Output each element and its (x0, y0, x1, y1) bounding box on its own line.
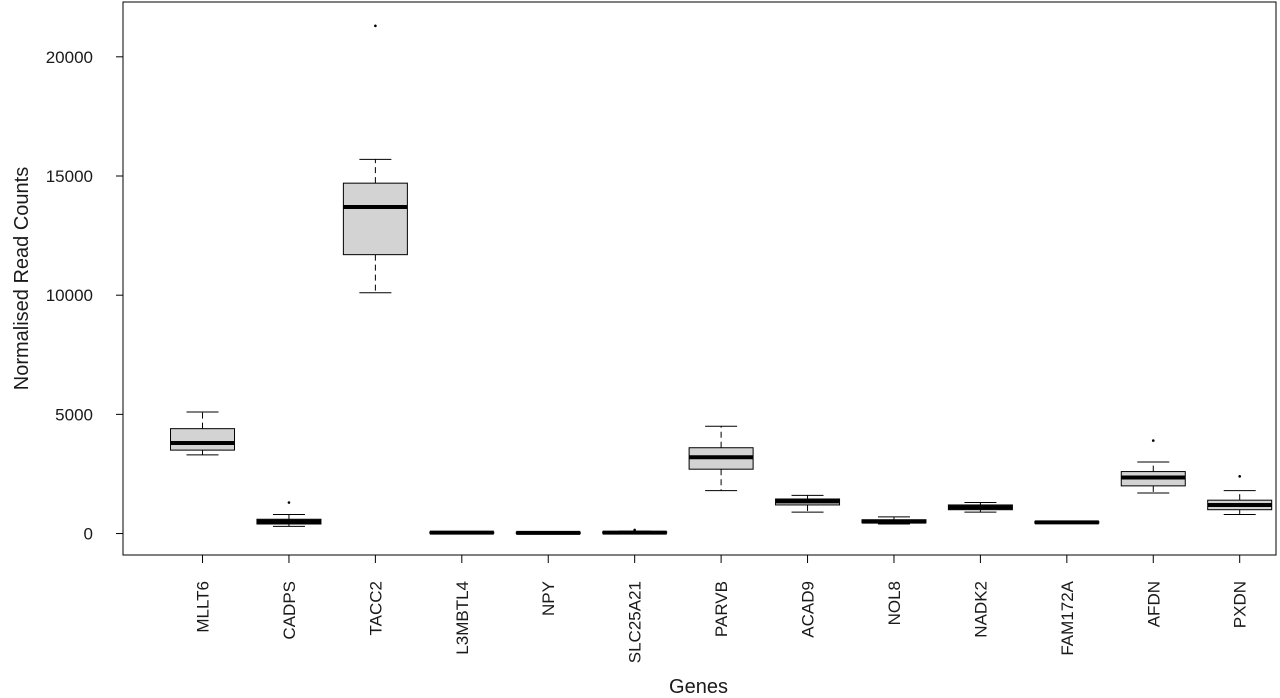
x-tick-label: AFDN (1144, 581, 1163, 627)
x-tick-label: NPY (539, 581, 558, 616)
y-tick-label: 10000 (46, 286, 93, 305)
iqr-box (342, 182, 408, 256)
outlier-point (374, 24, 377, 28)
iqr-box (170, 428, 236, 451)
box-nol8 (861, 516, 927, 525)
y-tick-label: 0 (84, 525, 93, 544)
box-pxdn (1207, 475, 1273, 515)
x-tick-label: CADPS (280, 581, 299, 640)
box-mllt6 (170, 411, 236, 456)
box-acad9 (775, 494, 841, 513)
box-cadps (256, 501, 322, 527)
box-tacc2 (342, 24, 408, 294)
box-slc25a21 (602, 528, 668, 535)
y-axis-title: Normalised Read Counts (11, 167, 33, 390)
x-tick-label: FAM172A (1058, 580, 1077, 655)
x-tick-label: ACAD9 (799, 581, 818, 638)
outlier-point (633, 528, 636, 532)
outlier-point (287, 501, 291, 504)
outlier-point (1151, 439, 1155, 442)
outlier-point (1238, 475, 1241, 478)
box-fam172a (1034, 520, 1100, 525)
x-tick-label: PXDN (1231, 581, 1250, 628)
box-npy (515, 530, 581, 535)
box-nadk2 (947, 502, 1013, 513)
box-parvb (688, 425, 754, 492)
plot-boxes (170, 24, 1273, 535)
x-axis: MLLT6 CADPS TACC2 L3MBTL4 NPY SLC25A21 PARVB AC… (194, 554, 1250, 663)
x-tick-label: NOL8 (885, 581, 904, 625)
y-axis: 0 5000 10000 15000 20000 (46, 48, 124, 544)
x-tick-label: TACC2 (366, 581, 385, 635)
y-tick-label: 15000 (46, 167, 93, 186)
box-l3mbtl4 (429, 530, 495, 535)
x-tick-label: PARVB (712, 581, 731, 637)
x-tick-label: NADK2 (971, 581, 990, 638)
box-afdn (1120, 439, 1186, 494)
plot-frame (122, 1, 1277, 556)
y-tick-label: 20000 (46, 48, 93, 67)
y-tick-label: 5000 (55, 405, 93, 424)
x-axis-title: Genes (669, 676, 728, 698)
x-tick-label: SLC25A21 (626, 581, 645, 663)
x-tick-label: MLLT6 (194, 581, 213, 633)
x-tick-label: L3MBTL4 (453, 581, 472, 655)
